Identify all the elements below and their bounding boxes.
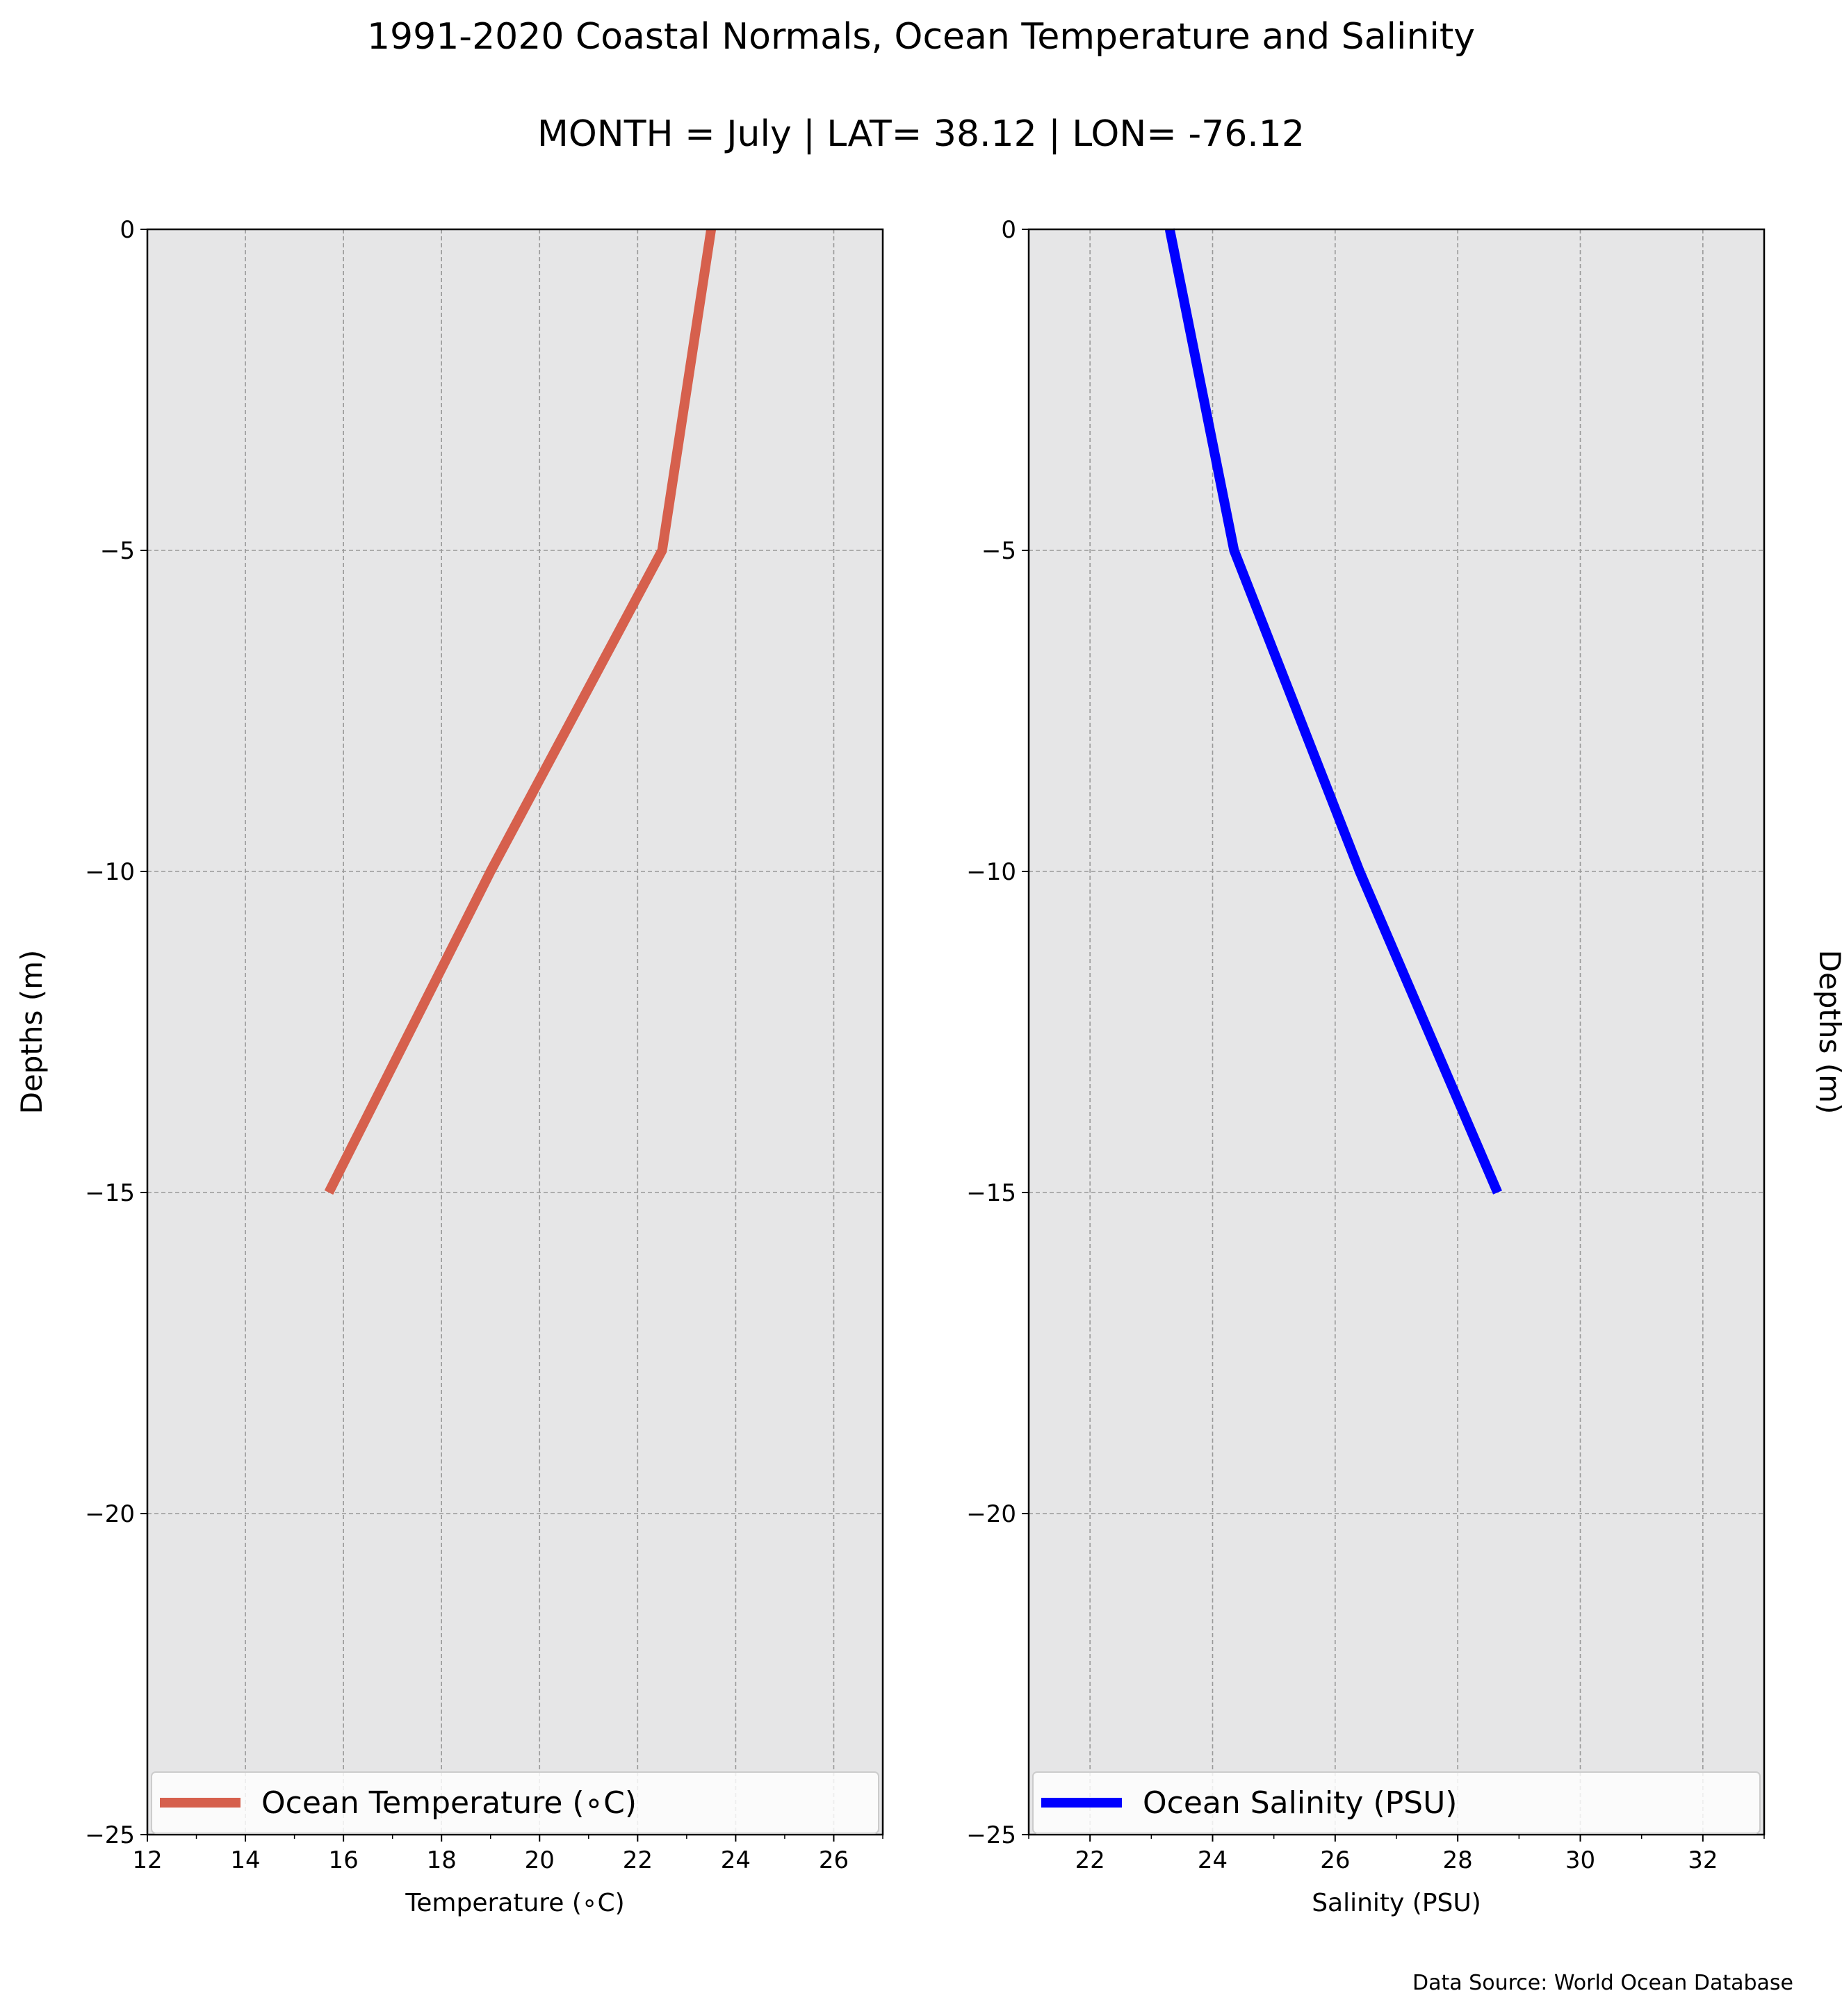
y-tick-label: −5 [100,537,135,565]
x-tick-label: 16 [329,1846,359,1874]
y-tick-label: 0 [1001,216,1016,244]
data-source-note: Data Source: World Ocean Database [1412,1971,1793,1995]
plot-area [147,229,883,1835]
x-tick-label: 22 [1075,1846,1105,1874]
x-axis-label: Salinity (PSU) [1312,1889,1481,1917]
chart-title: 1991-2020 Coastal Normals, Ocean Tempera… [367,16,1475,58]
x-tick-label: 18 [427,1846,457,1874]
y-tick-label: 0 [120,216,135,244]
y-axis-label: Depths (m) [15,950,49,1115]
x-tick-label: 26 [1320,1846,1350,1874]
y-axis-label: Depths (m) [1813,950,1842,1115]
y-tick-label: −25 [85,1821,135,1849]
series-line [1164,228,1502,1195]
x-axis-label: Temperature (∘C) [405,1889,624,1917]
y-tick-label: −25 [966,1821,1016,1849]
legend-box [1032,1771,1761,1834]
x-tick-label: 28 [1443,1846,1473,1874]
x-tick-label: 26 [819,1846,849,1874]
x-tick-label: 20 [525,1846,555,1874]
x-tick-label: 32 [1688,1846,1718,1874]
x-tick-label: 14 [230,1846,260,1874]
y-tick-label: −20 [966,1500,1016,1528]
y-tick-label: −10 [85,858,135,886]
legend: Ocean Salinity (PSU) [1032,1771,1761,1834]
legend-label: Ocean Salinity (PSU) [1143,1785,1457,1821]
legend: Ocean Temperature (∘C) [151,1771,879,1834]
plot-area [1029,229,1764,1835]
y-tick-label: −15 [85,1179,135,1207]
x-tick-label: 22 [623,1846,653,1874]
x-tick-label: 12 [132,1846,162,1874]
plot-frame [1027,228,1766,1836]
series-line [324,228,717,1195]
panel-1: 12 14 16 18 20 22 24 26 0 −5 −10 −15 −20 −25 Temperatu… [15,216,884,1917]
panel-2: 22 24 26 28 30 32 0 −5 −10 −15 −20 −25 Salinity (PSU… [966,216,1842,1917]
y-tick-label: −20 [85,1500,135,1528]
legend-box [151,1771,879,1834]
x-tick-label: 24 [721,1846,751,1874]
x-tick-label: 24 [1198,1846,1228,1874]
legend-label: Ocean Temperature (∘C) [261,1785,637,1821]
panels: 12 14 16 18 20 22 24 26 0 −5 −10 −15 −20 −25 Temperatu… [15,216,1842,1917]
y-tick-label: −10 [966,858,1016,886]
x-tick-label: 30 [1565,1846,1595,1874]
chart-subtitle: MONTH = July | LAT= 38.12 | LON= -76.12 [537,113,1305,155]
y-tick-label: −5 [981,537,1016,565]
plot-frame [146,228,884,1836]
y-tick-label: −15 [966,1179,1016,1207]
